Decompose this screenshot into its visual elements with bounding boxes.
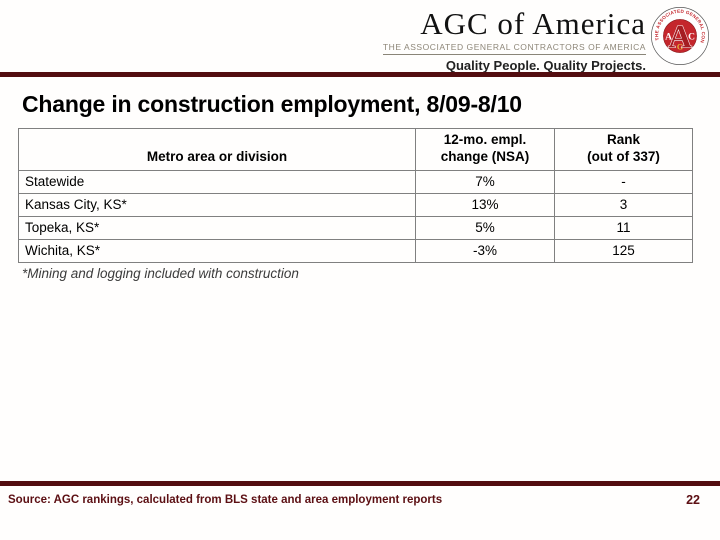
rank-cell: 125: [554, 239, 693, 263]
footer-divider-rule: [0, 481, 720, 486]
metro-cell: Statewide: [18, 170, 416, 194]
table-row: Wichita, KS* -3% 125: [18, 239, 693, 263]
brand-subtitle: THE ASSOCIATED GENERAL CONTRACTORS OF AM…: [382, 41, 646, 55]
metro-cell: Wichita, KS*: [18, 239, 416, 263]
change-cell: 5%: [415, 216, 555, 240]
rank-cell: 3: [554, 193, 693, 217]
rank-cell: -: [554, 170, 693, 194]
column-header-metro: Metro area or division: [18, 128, 416, 171]
logo-letter-c-right: C: [688, 33, 695, 43]
logo-letter-a-big: A: [668, 20, 692, 56]
brand-title: AGC of America: [420, 6, 646, 41]
table-row: Statewide 7% -: [18, 170, 693, 194]
table-row: Kansas City, KS* 13% 3: [18, 193, 693, 217]
agc-logo-icon: THE ASSOCIATED GENERAL CONTRACTORS OF AM…: [650, 6, 709, 65]
table-row: Topeka, KS* 5% 11: [18, 216, 693, 240]
brand-tagline: Quality People. Quality Projects.: [445, 58, 646, 73]
logo-letter-a-left: A: [665, 33, 672, 43]
page-title: Change in construction employment, 8/09-…: [22, 91, 522, 117]
change-cell: 7%: [415, 170, 555, 194]
table-footnote: *Mining and logging included with constr…: [22, 266, 299, 281]
change-cell: 13%: [415, 193, 555, 217]
column-header-rank: Rank (out of 337): [554, 128, 693, 171]
rank-cell: 11: [554, 216, 693, 240]
employment-table-wrap: Metro area or division 12-mo. empl. chan…: [18, 128, 693, 263]
brand-block: AGC of America THE ASSOCIATED GENERAL CO…: [382, 6, 646, 73]
header-divider-rule: [0, 72, 720, 77]
change-cell: -3%: [415, 239, 555, 263]
metro-cell: Kansas City, KS*: [18, 193, 416, 217]
page-number: 22: [686, 493, 700, 507]
employment-table: Metro area or division 12-mo. empl. chan…: [18, 128, 693, 263]
table-header-row: Metro area or division 12-mo. empl. chan…: [18, 128, 693, 171]
metro-cell: Topeka, KS*: [18, 216, 416, 240]
logo-letter-g-bottom: G: [677, 43, 683, 52]
column-header-change: 12-mo. empl. change (NSA): [415, 128, 555, 171]
source-attribution: Source: AGC rankings, calculated from BL…: [8, 494, 443, 506]
